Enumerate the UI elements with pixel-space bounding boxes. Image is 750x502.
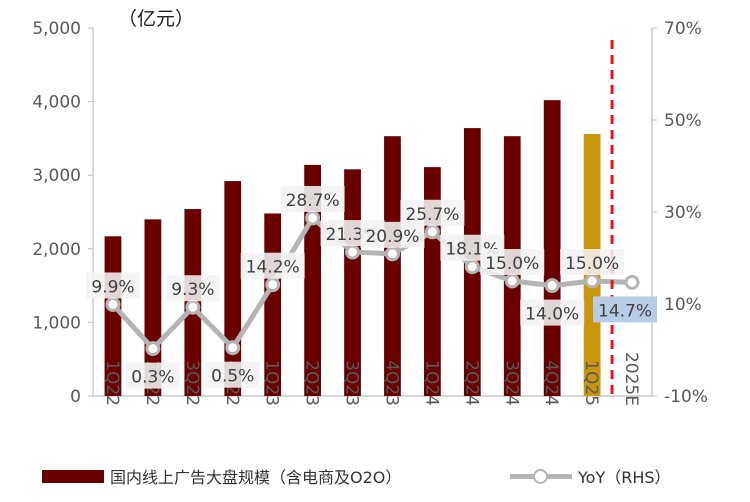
legend-swatch-line: [510, 468, 572, 484]
x-tick-label: 3Q24: [501, 360, 521, 406]
x-tick-label: 4Q24: [541, 360, 561, 406]
data-label: 28.7%: [286, 191, 340, 211]
data-label-box: [280, 185, 345, 212]
data-label: 0.5%: [211, 367, 254, 387]
x-tick-label: 1Q24: [421, 360, 441, 406]
data-label-box: [205, 361, 260, 388]
data-label-box: [126, 362, 180, 389]
unit-label: （亿元）: [118, 8, 195, 30]
data-label-box: [166, 275, 220, 302]
data-label-box: [520, 299, 585, 326]
legend-label-yoy: YoY（RHS）: [578, 468, 671, 487]
data-label: 25.7%: [405, 205, 459, 225]
data-label: 9.9%: [91, 277, 134, 297]
data-label-box: [86, 272, 140, 299]
data-label-box: [240, 252, 305, 279]
data-label-box: [560, 249, 625, 275]
legend-label-ad-market: 国内线上广告大盘规模（含电商及O2O）: [110, 468, 402, 487]
yoy-marker: [145, 341, 161, 357]
y-left-tick-label: 0: [70, 387, 81, 407]
bar: [384, 136, 401, 396]
y-right-tick-label: 70%: [664, 19, 702, 39]
y-left-tick-label: 4,000: [32, 93, 81, 113]
legend-item-yoy: YoY（RHS）: [510, 464, 671, 488]
x-tick-label: 1Q23: [262, 360, 282, 406]
yoy-marker: [584, 273, 600, 289]
legend-swatch-bar: [42, 469, 104, 483]
data-label-box: [360, 221, 425, 248]
y-right-tick-label: 30%: [664, 203, 702, 223]
yoy-marker: [624, 274, 640, 290]
bar: [543, 100, 561, 397]
y-left-tick-label: 5,000: [32, 19, 81, 39]
data-label: 20.9%: [365, 227, 419, 247]
yoy-marker: [225, 340, 241, 356]
x-tick-label: 2Q23: [302, 360, 322, 406]
data-label: 15.0%: [485, 254, 539, 274]
yoy-marker: [345, 244, 361, 260]
data-label: 9.3%: [171, 280, 214, 300]
data-label: 14.2%: [246, 258, 300, 278]
data-label: 0.3%: [131, 368, 174, 388]
yoy-marker: [185, 299, 201, 315]
y-left-tick-label: 3,000: [32, 166, 81, 186]
yoy-marker: [105, 296, 121, 312]
y-right-tick-label: -10%: [664, 387, 708, 407]
data-label: 14.0%: [525, 305, 579, 325]
yoy-marker: [464, 259, 480, 275]
x-tick-label: 2Q24: [461, 360, 481, 406]
legend: 国内线上广告大盘规模（含电商及O2O） YoY（RHS）: [0, 464, 750, 498]
x-tick-label: 2025E: [621, 352, 641, 406]
x-tick-label: 1Q25: [581, 360, 601, 406]
yoy-marker: [504, 273, 520, 289]
data-label: 15.0%: [565, 254, 619, 274]
y-left-tick-label: 1,000: [32, 313, 81, 333]
yoy-marker: [265, 277, 281, 293]
data-label-box: [400, 199, 465, 226]
yoy-marker: [384, 246, 400, 262]
x-tick-label: 3Q23: [342, 360, 362, 406]
data-label: 14.7%: [598, 301, 652, 321]
data-label-box: [480, 249, 545, 275]
x-tick-label: 1Q22: [102, 360, 122, 406]
x-tick-label: 3Q22: [182, 360, 202, 406]
yoy-marker: [544, 278, 560, 294]
y-left-tick-label: 2,000: [32, 240, 81, 260]
legend-item-ad-market: 国内线上广告大盘规模（含电商及O2O）: [42, 464, 401, 488]
yoy-marker: [305, 210, 321, 226]
y-right-tick-label: 50%: [664, 111, 702, 131]
data-label-box: [593, 296, 658, 323]
yoy-marker: [424, 224, 440, 240]
x-tick-label: 4Q23: [381, 360, 401, 406]
y-right-tick-label: 10%: [664, 295, 702, 315]
